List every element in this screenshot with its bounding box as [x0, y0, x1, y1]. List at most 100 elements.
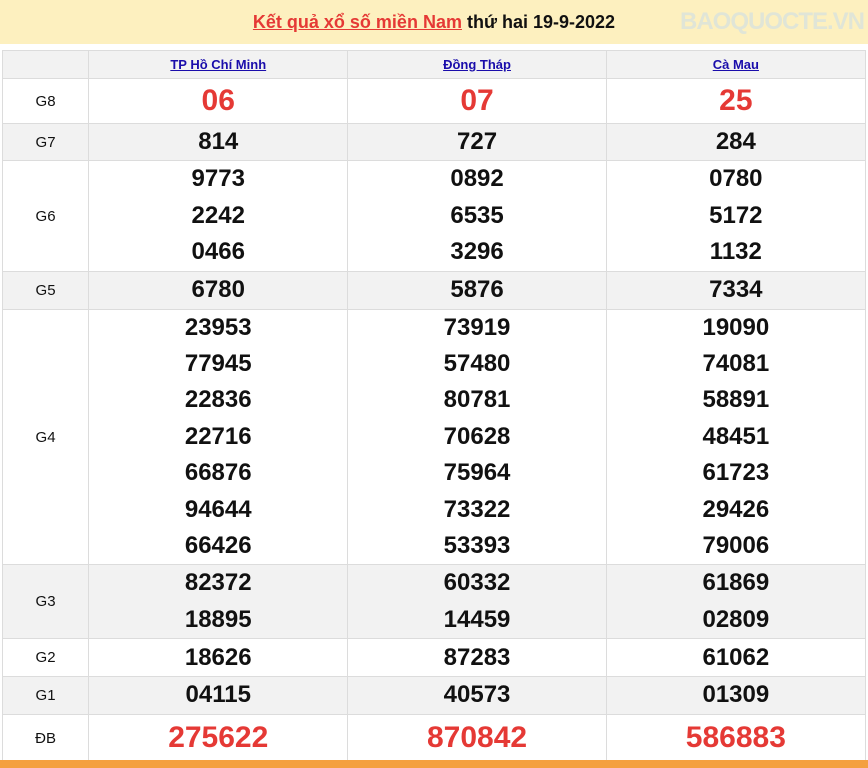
prize-row-6: G3 82372 18895 60332 14459 61869 02809	[1, 564, 867, 640]
prize-number: 727	[457, 128, 498, 155]
prize-number: 61723	[702, 459, 770, 487]
prize-number: 60332	[443, 569, 511, 597]
prize-number: 0780	[709, 165, 763, 193]
prize-row-7: G2 18626 87283 61062	[1, 638, 867, 678]
prize-cell: 727	[347, 122, 607, 162]
prize-number: 814	[198, 128, 239, 155]
prize-number: 284	[715, 128, 756, 155]
prize-number: 82372	[184, 569, 252, 597]
prize-cell: 6780	[88, 270, 349, 310]
prize-number: 19090	[702, 313, 770, 341]
prize-cell: 5876	[347, 270, 607, 310]
prize-number: 29426	[702, 495, 770, 523]
prize-number: 61062	[702, 643, 770, 671]
prize-number: 14459	[443, 605, 511, 633]
prize-number: 70628	[443, 422, 511, 450]
prize-number: 2242	[191, 201, 245, 229]
prize-cell: 7334	[605, 270, 867, 310]
prize-number: 04115	[185, 681, 251, 709]
prize-cell: 06	[88, 78, 349, 124]
prize-number: 02809	[702, 605, 770, 633]
prize-label: G4	[1, 308, 90, 566]
province-link[interactable]: Đồng Tháp	[443, 57, 511, 72]
prize-cell: 814	[88, 122, 349, 162]
title-date: thứ hai 19-9-2022	[466, 11, 616, 32]
prize-number: 87283	[443, 643, 511, 671]
prize-cell: 19090 74081 58891 48451 61723 29426 79006	[605, 308, 867, 566]
prize-number: 6535	[450, 201, 504, 229]
prize-cell: 82372 18895	[88, 564, 349, 640]
prize-number: 80781	[443, 386, 511, 414]
prize-cell: 60332 14459	[347, 564, 607, 640]
prize-number: 1132	[709, 238, 762, 266]
prize-number: 18626	[184, 643, 252, 671]
prize-number: 275622	[168, 721, 269, 755]
prize-cell: 07	[347, 78, 607, 124]
prize-cell: 73919 57480 80781 70628 75964 73322 53393	[347, 308, 607, 566]
prize-number: 94644	[184, 495, 252, 523]
prize-number: 23953	[184, 313, 252, 341]
prize-number: 01309	[702, 681, 770, 709]
watermark: BAOQUOCTE.VN	[680, 8, 865, 35]
prize-row-9: ĐB 275622 870842 586883	[1, 713, 867, 764]
prize-cell: 275622	[88, 713, 349, 764]
prize-row-5: G4 23953 77945 22836 22716 66876 94644 66426 739…	[1, 308, 867, 566]
prize-number: 57480	[443, 350, 511, 378]
prize-number: 73322	[443, 495, 511, 523]
prize-number: 22716	[184, 422, 252, 450]
prize-number: 7334	[709, 275, 763, 303]
prize-cell: 9773 2242 0466	[88, 160, 349, 272]
prize-cell: 87283	[347, 638, 607, 678]
header-row: TP Hồ Chí Minh Đồng Tháp Cà Mau	[1, 50, 867, 79]
footer-bar	[0, 760, 868, 768]
prize-number: 870842	[426, 721, 528, 755]
prize-cell: 04115	[88, 676, 349, 715]
prize-number: 18895	[184, 605, 252, 633]
prize-cell: 25	[605, 78, 867, 124]
title-link[interactable]: Kết quả xổ số miền Nam	[252, 11, 462, 32]
prize-number: 53393	[443, 532, 511, 560]
prize-number: 5876	[450, 275, 504, 303]
prize-number: 77945	[184, 350, 252, 378]
prize-row-2: G7 814 727 284	[1, 122, 867, 162]
prize-label: G5	[1, 270, 90, 310]
prize-number: 75964	[443, 459, 511, 487]
prize-number: 73919	[443, 313, 511, 341]
prize-label: G2	[1, 638, 90, 678]
prize-cell: 18626	[88, 638, 349, 678]
prize-row-8: G1 04115 40573 01309	[1, 676, 867, 715]
province-link[interactable]: Cà Mau	[712, 57, 759, 72]
prize-cell: 61869 02809	[605, 564, 867, 640]
province-link[interactable]: TP Hồ Chí Minh	[170, 57, 267, 72]
prize-cell: 40573	[347, 676, 607, 715]
results-title: Kết quả xổ số miền Nam thứ hai 19-9-2022	[0, 0, 868, 44]
prize-label: G8	[1, 78, 90, 124]
prize-cell: 870842	[347, 713, 607, 764]
prize-row-1: G8 06 07 25	[1, 78, 867, 124]
prize-number: 0892	[450, 165, 504, 193]
prize-cell: 61062	[605, 638, 867, 678]
prize-number: 06	[201, 83, 235, 117]
results-table: TP Hồ Chí Minh Đồng Tháp Cà Mau G8 06 07 25…	[1, 50, 867, 764]
prize-row-3: G6 9773 2242 0466 0892 6535 3296 0780 5172 1132	[1, 160, 867, 272]
prize-number: 586883	[685, 721, 786, 755]
prize-number: 66876	[184, 459, 252, 487]
prize-number: 6780	[191, 275, 245, 303]
prize-cell: 586883	[605, 713, 867, 764]
prize-number: 66426	[184, 532, 252, 560]
prize-row-4: G5 6780 5876 7334	[1, 270, 867, 310]
prize-number: 5172	[709, 201, 763, 229]
prize-cell: 0892 6535 3296	[347, 160, 607, 272]
prize-number: 58891	[702, 386, 770, 414]
prize-label: G6	[1, 160, 90, 272]
prize-cell: 0780 5172 1132	[605, 160, 867, 272]
prize-number: 22836	[184, 386, 252, 414]
prize-label: G1	[1, 676, 90, 715]
prize-cell: 01309	[605, 676, 867, 715]
prize-number: 40573	[443, 681, 511, 709]
prize-number: 25	[719, 83, 753, 117]
prize-number: 61869	[702, 569, 770, 597]
prize-label: ĐB	[1, 713, 90, 764]
prize-number: 3296	[450, 238, 504, 266]
prize-cell: 284	[605, 122, 867, 162]
